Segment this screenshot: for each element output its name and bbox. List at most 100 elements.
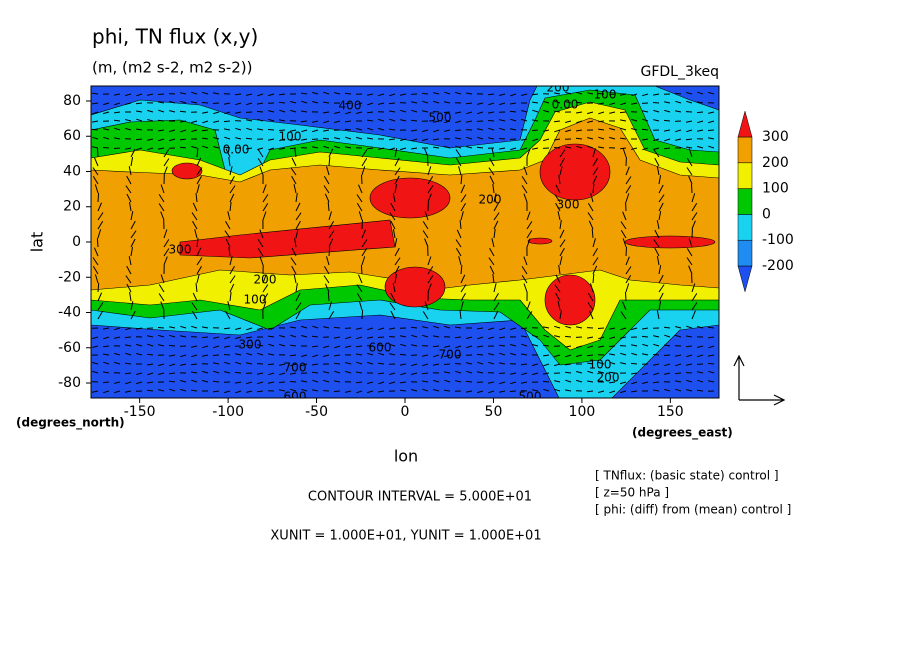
contour-max [545, 275, 595, 325]
flux-vector [98, 283, 99, 292]
y-tick-label: 80 [63, 93, 81, 109]
flux-vector [477, 354, 483, 355]
flux-vector [422, 93, 428, 94]
flux-vector [334, 327, 340, 328]
flux-vector [653, 355, 659, 356]
flux-vector [125, 337, 131, 338]
note: [ TNflux: (basic state) control ] [595, 469, 779, 483]
flux-vector [147, 354, 153, 355]
flux-vector [103, 382, 109, 383]
chart-subtitle: (m, (m2 s-2, m2 s-2)) [92, 59, 252, 77]
flux-vector [543, 381, 549, 382]
flux-vector [642, 129, 648, 130]
flux-vector [411, 327, 417, 328]
contour-max [625, 236, 715, 248]
contour-label: 200 [479, 193, 502, 207]
flux-vector [389, 103, 395, 104]
flux-vector [642, 336, 648, 337]
flux-vector [510, 391, 516, 392]
flux-vector [422, 373, 428, 374]
flux-vector [362, 220, 363, 229]
contour-label: 300 [169, 243, 192, 257]
contour-label: 200 [254, 273, 277, 287]
contour-label: 0.00 [223, 143, 250, 157]
flux-vector [565, 336, 571, 337]
flux-vector [708, 130, 714, 131]
flux-vector [708, 363, 714, 364]
flux-vector [97, 238, 98, 247]
flux-vector [191, 364, 197, 365]
y-tick-label: 60 [63, 128, 81, 144]
colorbar-segment [738, 214, 752, 240]
flux-vector [626, 247, 627, 256]
flux-vector [279, 382, 285, 383]
flux-vector [598, 328, 604, 329]
flux-vector [554, 148, 560, 149]
flux-vector [653, 103, 659, 104]
flux-vector [433, 346, 439, 347]
contour-label: 200 [597, 371, 620, 385]
units-note: XUNIT = 1.000E+01, YUNIT = 1.000E+01 [270, 529, 541, 544]
flux-vector [499, 373, 505, 374]
flux-vector [158, 328, 164, 329]
flux-vector [224, 121, 230, 122]
flux-vector [411, 120, 417, 121]
y-tick-label: -20 [58, 269, 81, 285]
chart-title: phi, TN flux (x,y) [92, 25, 258, 49]
contour-label: 300 [239, 338, 262, 352]
y-tick-label: -40 [58, 305, 81, 321]
contour-label: 700 [284, 361, 307, 375]
colorbar-label: 300 [762, 129, 789, 145]
flux-vector [224, 355, 230, 356]
y-tick-label: -60 [58, 340, 81, 356]
flux-vector [362, 175, 363, 184]
contour-label: 500 [429, 111, 452, 125]
contour-max [540, 144, 610, 200]
flux-vector [246, 138, 252, 139]
flux-vector [653, 382, 659, 383]
contour-label: 600 [369, 341, 392, 355]
contour-interval: CONTOUR INTERVAL = 5.000E+01 [308, 490, 532, 505]
flux-vector [213, 355, 219, 356]
flux-vector [257, 111, 263, 112]
x-tick-label: -50 [305, 404, 328, 420]
flux-vector [697, 112, 703, 113]
flux-vector [235, 94, 241, 95]
flux-vector [686, 346, 692, 347]
flux-vector [532, 130, 538, 131]
x-tick-label: -100 [212, 404, 244, 420]
y-axis-label: lat [28, 232, 47, 253]
colorbar-label: 100 [762, 181, 789, 197]
flux-vector [345, 93, 351, 94]
colorbar-segment [738, 189, 752, 215]
contour-max [370, 178, 450, 218]
flux-vector [389, 337, 395, 338]
flux-vector [356, 346, 362, 347]
flux-vector [290, 382, 296, 383]
x-axis-label: lon [394, 447, 418, 466]
flux-vector [455, 364, 461, 365]
flux-vector [697, 390, 703, 391]
colorbar-label: -100 [762, 232, 794, 248]
flux-vector [576, 138, 582, 139]
flux-vector [455, 337, 461, 338]
flux-vector [631, 363, 637, 364]
contour-label: 400 [339, 99, 362, 113]
flux-vector [466, 103, 472, 104]
flux-vector [329, 247, 330, 256]
y-tick-label: -80 [58, 375, 81, 391]
flux-vector [328, 292, 329, 301]
flux-vector [499, 139, 505, 140]
contour-label: 0.00 [552, 98, 579, 112]
flux-vector [202, 337, 208, 338]
y-tick-label: 0 [72, 234, 81, 250]
flux-vector [587, 391, 593, 392]
flux-vector [98, 193, 99, 202]
contour-label: 100 [594, 88, 617, 102]
flux-vector [692, 184, 693, 193]
flux-vector [235, 372, 241, 373]
note: [ z=50 hPa ] [595, 486, 669, 500]
flux-vector [378, 337, 384, 338]
